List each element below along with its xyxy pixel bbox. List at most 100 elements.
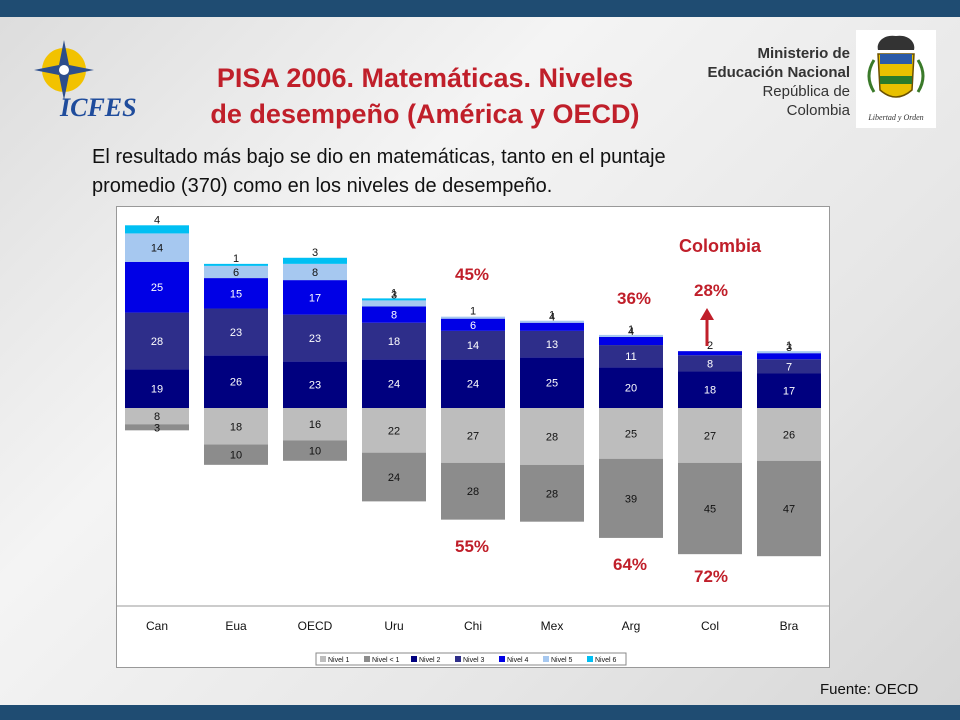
bar-segment <box>125 233 189 262</box>
data-label: 17 <box>309 292 321 304</box>
bar-segment <box>362 298 426 301</box>
legend-label: Nivel 1 <box>328 657 350 664</box>
x-tick-label: Can <box>146 619 168 633</box>
page-subtitle: El resultado más bajo se dio en matemáti… <box>92 143 872 201</box>
data-label: 19 <box>151 384 163 396</box>
bar-segment <box>125 225 189 234</box>
arrow-head-icon <box>700 308 714 320</box>
ministerio-line1: Ministerio de <box>757 45 850 62</box>
bar-segment <box>204 444 268 465</box>
data-label: 25 <box>546 378 558 390</box>
x-tick-label: Mex <box>541 619 564 633</box>
bar-segment <box>678 408 742 463</box>
data-label: 39 <box>625 493 637 505</box>
data-label: 11 <box>625 351 636 363</box>
x-tick-label: Eua <box>225 619 247 633</box>
bar-segment <box>599 367 663 408</box>
data-label: 28 <box>151 336 163 348</box>
bar-segment <box>520 357 584 408</box>
data-label: 1 <box>470 306 476 318</box>
data-label: 1 <box>786 340 792 352</box>
bar-segment <box>283 361 347 408</box>
bar-segment <box>204 308 268 356</box>
title-line2: de desempeño (América y OECD) <box>210 99 640 129</box>
bar-segment <box>362 322 426 360</box>
data-label: 16 <box>309 419 321 431</box>
data-label: 18 <box>704 385 716 397</box>
subtitle-line1: El resultado más bajo se dio en matemáti… <box>92 146 666 168</box>
bar-segment <box>520 330 584 358</box>
data-label: 4 <box>154 214 160 226</box>
bar-segment <box>283 440 347 461</box>
data-label: 27 <box>704 430 716 442</box>
bar-segment <box>125 408 189 425</box>
data-label: 20 <box>625 383 637 395</box>
legend-swatch <box>587 656 593 662</box>
bar-segment <box>599 458 663 538</box>
bar-segment <box>125 312 189 370</box>
data-label: 24 <box>467 379 479 391</box>
ministerio-text: Ministerio de Educación Nacional Repúbli… <box>704 44 850 120</box>
data-label: 14 <box>467 340 479 352</box>
bar-segment <box>599 345 663 368</box>
bar-segment <box>441 318 505 331</box>
data-label: 18 <box>230 421 242 433</box>
legend-swatch <box>499 656 505 662</box>
annotation-arg-below: 64% <box>613 555 647 574</box>
data-label: 8 <box>312 267 318 279</box>
data-label: 14 <box>151 243 163 255</box>
x-tick-label: OECD <box>298 619 333 633</box>
x-tick-label: Uru <box>384 619 403 633</box>
legend-swatch <box>364 656 370 662</box>
data-label: 26 <box>783 429 795 441</box>
x-tick-label: Chi <box>464 619 482 633</box>
shield-motto: Libertad y Orden <box>867 113 923 122</box>
bar-segment <box>441 330 505 360</box>
bar-segment <box>757 408 821 461</box>
data-label: 23 <box>309 380 321 392</box>
source-note: Fuente: OECD <box>820 681 919 698</box>
legend-swatch <box>455 656 461 662</box>
bar-segment <box>204 265 268 279</box>
bar-segment <box>283 263 347 281</box>
bar-segment <box>441 316 505 319</box>
data-label: 6 <box>233 267 239 279</box>
legend-label: Nivel 3 <box>463 657 485 664</box>
data-label: 8 <box>154 411 160 423</box>
coat-of-arms-icon: Libertad y Orden <box>856 30 936 128</box>
top-banner <box>0 0 960 17</box>
data-label: 1 <box>233 253 239 265</box>
bar-segment <box>520 322 584 331</box>
legend-swatch <box>411 656 417 662</box>
data-label: 10 <box>230 450 242 462</box>
bar-segment <box>599 336 663 346</box>
bar-segment <box>599 334 663 337</box>
annotation-chi-below: 55% <box>455 537 489 556</box>
bar-segment <box>204 263 268 266</box>
data-label: 25 <box>625 428 637 440</box>
data-label: 24 <box>388 379 400 391</box>
annotation-col-above: 28% <box>694 281 728 300</box>
data-label: 3 <box>786 342 792 354</box>
legend-label: Nivel 5 <box>551 657 573 664</box>
bar-segment <box>204 355 268 408</box>
bar-segment <box>678 462 742 555</box>
data-label: 45 <box>704 503 716 515</box>
bar-segment <box>757 460 821 557</box>
data-label: 47 <box>783 503 795 515</box>
bar-segment <box>757 359 821 374</box>
annotation-chi-above: 45% <box>455 265 489 284</box>
data-label: 13 <box>546 339 558 351</box>
page-title: PISA 2006. Matemáticas. Niveles de desem… <box>150 60 700 132</box>
data-label: 28 <box>546 488 558 500</box>
bar-segment <box>283 257 347 264</box>
data-label: 4 <box>628 326 634 338</box>
data-label: 27 <box>467 430 479 442</box>
bar-segment <box>757 353 821 360</box>
bar-segment <box>125 424 189 431</box>
bar-segment <box>520 464 584 522</box>
bar-segment <box>204 278 268 309</box>
legend-label: Nivel 6 <box>595 657 617 664</box>
data-label: 1 <box>391 287 397 299</box>
